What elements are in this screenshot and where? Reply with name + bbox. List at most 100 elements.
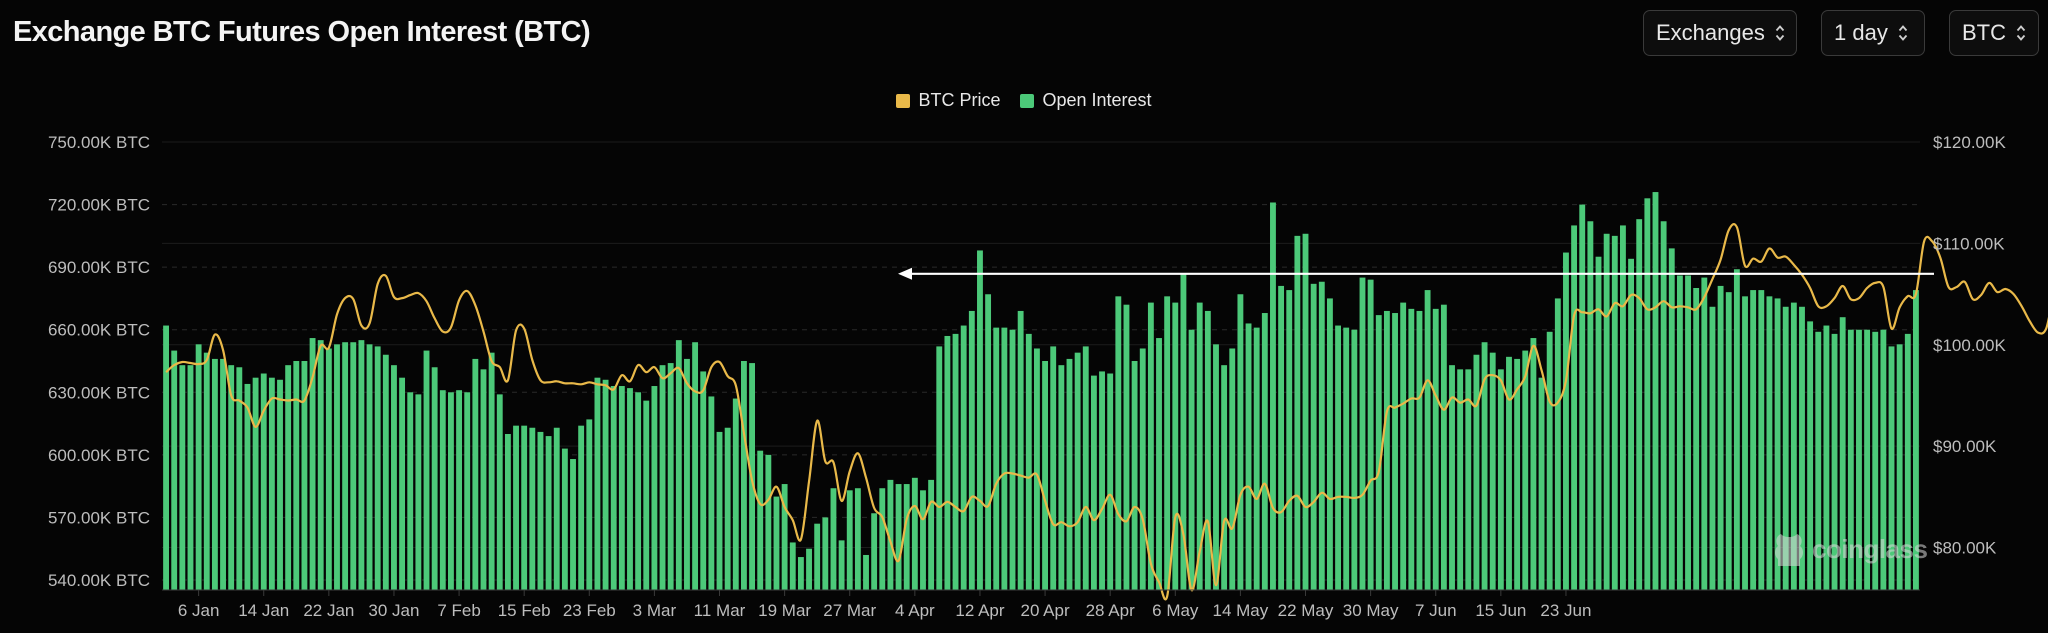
open-interest-bar: [903, 484, 910, 590]
x-tick-label: 15 Jun: [1475, 601, 1526, 620]
legend-item-open-interest[interactable]: Open Interest: [1020, 90, 1152, 111]
open-interest-bar: [1050, 346, 1057, 590]
open-interest-bar: [1327, 298, 1333, 590]
open-interest-bar: [439, 390, 446, 590]
open-interest-bar: [797, 557, 804, 590]
open-interest-bar: [863, 554, 869, 590]
legend-item-btc-price[interactable]: BTC Price: [896, 90, 1000, 111]
open-interest-bar: [1839, 317, 1846, 590]
open-interest-bar: [195, 344, 202, 590]
open-interest-bar: [179, 365, 186, 590]
open-interest-bar: [1758, 290, 1765, 590]
open-interest-bar: [1278, 285, 1285, 590]
open-interest-bar: [977, 250, 983, 590]
open-interest-bar: [1286, 290, 1293, 590]
y-axis-right: $80.00K $90.00K $100.00K $110.00K $120.00K: [1933, 133, 2006, 558]
open-interest-bar: [659, 365, 666, 590]
x-tick-label: 11 Mar: [694, 601, 746, 620]
btc-price-path: [165, 223, 2048, 601]
x-tick-label: 20 Apr: [1020, 601, 1069, 620]
reference-arrow-head: [898, 267, 912, 280]
open-interest-bar: [244, 383, 251, 590]
open-interest-bar: [1213, 344, 1219, 590]
open-interest-bar: [1725, 292, 1732, 590]
open-interest-bar: [773, 496, 780, 590]
open-interest-bar: [952, 333, 959, 590]
open-interest-bar: [1270, 202, 1276, 590]
open-interest-bar: [846, 490, 853, 590]
legend-label-open-interest: Open Interest: [1042, 90, 1152, 110]
open-interest-bar: [1408, 308, 1415, 590]
reference-arrow: [898, 267, 1934, 280]
open-interest-bar: [968, 310, 975, 590]
y-right-tick-label: $90.00K: [1933, 437, 1997, 456]
open-interest-bar: [1717, 285, 1724, 590]
toolbar-controls: Exchanges 1 day BTC: [1643, 10, 2039, 56]
grid-lines: [162, 141, 1920, 581]
open-interest-bar: [513, 425, 519, 590]
open-interest-bar: [944, 335, 951, 590]
open-interest-bar: [1620, 225, 1626, 590]
open-interest-bar: [871, 513, 878, 590]
chart-legend: BTC Price Open Interest: [0, 90, 2048, 111]
open-interest-bar: [187, 365, 194, 590]
y-left-tick-label: 690.00K BTC: [48, 258, 150, 277]
open-interest-bar: [1904, 333, 1911, 590]
open-interest-bar: [1611, 235, 1618, 590]
x-tick-label: 30 Jan: [368, 601, 419, 620]
open-interest-bar: [1367, 279, 1374, 590]
btc-price-line: [165, 223, 2048, 601]
exchanges-select[interactable]: Exchanges: [1643, 10, 1797, 56]
open-interest-bar: [765, 454, 772, 590]
open-interest-bar: [1261, 313, 1268, 590]
open-interest-bar: [830, 488, 837, 590]
open-interest-bar: [1563, 252, 1569, 591]
open-interest-bar: [1636, 219, 1643, 590]
open-interest-bar: [1001, 327, 1008, 590]
open-interest-bar: [1123, 304, 1130, 590]
open-interest-bar: [456, 390, 462, 590]
legend-swatch-btc-price: [896, 93, 911, 108]
coinglass-watermark: coinglass: [1772, 530, 1928, 568]
open-interest-bar: [1489, 352, 1496, 590]
open-interest-bar: [1034, 348, 1040, 590]
interval-select[interactable]: 1 day: [1821, 10, 1925, 56]
open-interest-bar: [537, 431, 544, 590]
open-interest-bar: [480, 369, 487, 590]
open-interest-bar: [1514, 358, 1521, 590]
open-interest-bar: [993, 327, 1000, 590]
open-interest-bar: [488, 352, 495, 590]
open-interest-bar: [1668, 248, 1675, 590]
open-interest-bar: [277, 379, 283, 590]
open-interest-bar: [1571, 225, 1578, 590]
open-interest-bar: [1302, 233, 1309, 590]
open-interest-bar: [1221, 365, 1228, 590]
x-tick-label: 23 Jun: [1540, 601, 1591, 620]
open-interest-bar: [504, 434, 511, 590]
open-interest-bar: [1432, 308, 1439, 590]
open-interest-bar: [887, 479, 894, 590]
open-interest-bar: [1750, 290, 1757, 590]
x-tick-label: 27 Mar: [823, 601, 876, 620]
open-interest-bar: [521, 425, 528, 590]
open-interest-bar: [1497, 369, 1504, 590]
page-title: Exchange BTC Futures Open Interest (BTC): [13, 16, 591, 48]
open-interest-bar: [350, 342, 357, 590]
open-interest-bar: [561, 448, 568, 590]
open-interest-bar: [732, 398, 739, 590]
open-interest-bar: [472, 358, 479, 590]
open-interest-bar: [1506, 356, 1512, 590]
open-interest-bar: [529, 427, 536, 590]
open-interest-bar: [407, 392, 414, 590]
coin-select[interactable]: BTC: [1949, 10, 2039, 56]
open-interest-bar: [1204, 310, 1211, 590]
open-interest-bar: [985, 294, 992, 590]
open-interest-bar: [1522, 350, 1529, 590]
open-interest-bar: [610, 386, 617, 590]
open-interest-bar: [366, 344, 373, 590]
open-interest-bar: [1058, 365, 1065, 590]
coinglass-logo-icon: [1775, 534, 1803, 566]
open-interest-bar: [1335, 325, 1341, 590]
open-interest-bar: [879, 488, 886, 590]
open-interest-bar: [448, 392, 454, 590]
